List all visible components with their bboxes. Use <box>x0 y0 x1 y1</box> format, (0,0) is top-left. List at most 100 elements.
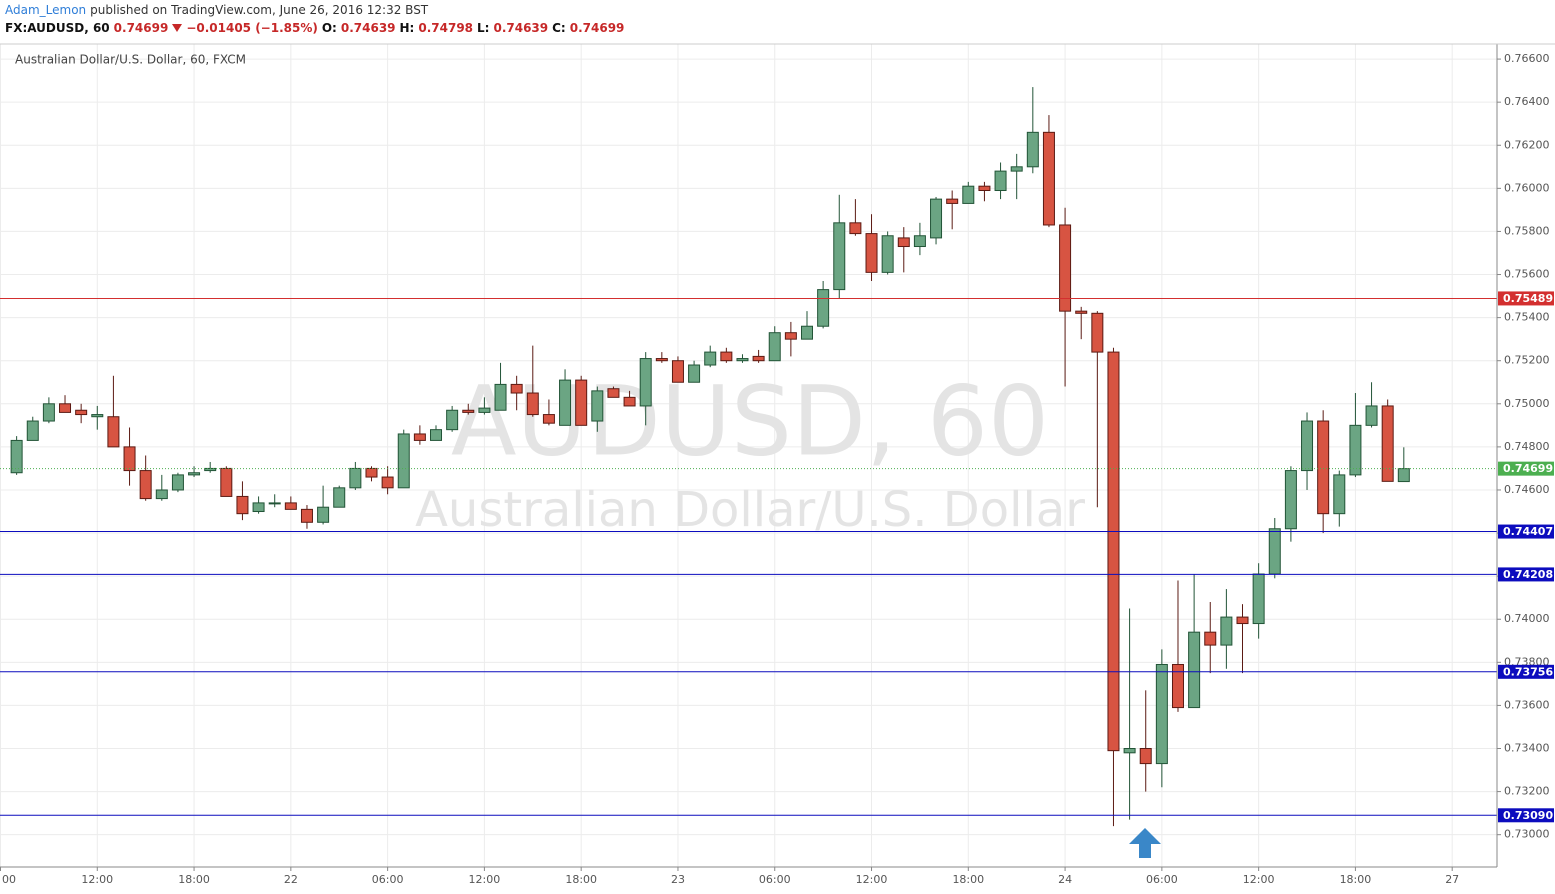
candle-body <box>1204 631 1217 646</box>
candle-body <box>155 489 168 500</box>
watermark-name: Australian Dollar/U.S. Dollar <box>415 482 1085 538</box>
y-tick-label: 0.74600 <box>1504 483 1550 496</box>
candle-body <box>26 420 39 441</box>
last-price-bg <box>1498 461 1554 476</box>
y-tick-label: 0.75600 <box>1504 268 1550 281</box>
level-label: 0.74407 <box>1503 525 1553 538</box>
candle-body <box>1381 405 1394 482</box>
candle-body <box>1397 468 1410 483</box>
candle-body <box>688 364 701 383</box>
candle-body <box>978 185 991 192</box>
candle-body <box>833 222 846 291</box>
plot-area <box>0 44 1497 867</box>
candle-body <box>1139 748 1152 765</box>
candle-body <box>446 409 459 431</box>
level-label-bg <box>1498 808 1554 823</box>
arrow-icon <box>1129 828 1161 858</box>
candle-body <box>655 358 668 362</box>
x-tick-label: 06:00 <box>372 873 404 886</box>
candle-body <box>381 476 394 489</box>
published: published on TradingView.com, June 26, 2… <box>90 3 429 17</box>
candle-body <box>542 414 555 424</box>
candle-body <box>430 429 443 441</box>
open: 0.74639 <box>340 21 396 35</box>
candle-body <box>1188 631 1201 709</box>
candle-body <box>333 487 346 508</box>
y-tick-label: 0.76600 <box>1504 52 1550 65</box>
candle-body <box>607 388 620 398</box>
candle-body <box>768 332 781 362</box>
candle-body <box>784 332 797 340</box>
candle-body <box>365 467 378 478</box>
candle-body <box>1171 663 1184 709</box>
x-tick-label: 23 <box>671 873 685 886</box>
x-tick-label: 00 <box>2 873 16 886</box>
candle-body <box>1220 616 1233 646</box>
candle-body <box>801 325 813 340</box>
candle-body <box>1252 573 1265 625</box>
candle-body <box>59 403 72 413</box>
candle-body <box>897 237 910 248</box>
candle-body <box>107 416 120 448</box>
c-label: C: <box>552 21 566 35</box>
candle-body <box>671 360 684 383</box>
candle-body <box>913 235 926 248</box>
chart-title: Australian Dollar/U.S. Dollar, 60, FXCM <box>15 53 246 67</box>
quote-line: FX:AUDUSD, 60 0.74699 −0.01405 (−1.85%) … <box>5 21 624 35</box>
candle-body <box>849 222 862 235</box>
y-tick-label: 0.73200 <box>1504 785 1550 798</box>
candle-body <box>1091 312 1104 353</box>
candle-body <box>236 495 249 515</box>
candle-body <box>1333 474 1346 515</box>
candle-body <box>930 198 943 239</box>
candle-body <box>1365 405 1378 426</box>
candle-body <box>1349 424 1362 476</box>
candle-body <box>252 502 265 513</box>
candle-body <box>91 414 104 418</box>
candle-body <box>881 235 894 273</box>
level-label-bg <box>1498 664 1554 679</box>
candle-body <box>1268 528 1281 575</box>
candle-body <box>397 433 410 489</box>
candle-body <box>284 502 297 510</box>
level-label-bg <box>1498 524 1554 539</box>
l-label: L: <box>477 21 490 35</box>
last-price-label: 0.74699 <box>1503 462 1553 475</box>
close: 0.74699 <box>569 21 625 35</box>
candle-body <box>317 506 330 523</box>
x-tick-label: 06:00 <box>759 873 791 886</box>
symbol: FX:AUDUSD, 60 <box>5 21 110 35</box>
change: −0.01405 (−1.85%) <box>186 21 318 35</box>
x-tick-label: 18:00 <box>178 873 210 886</box>
candle-body <box>349 467 362 489</box>
level-label: 0.75489 <box>1503 292 1553 305</box>
x-tick-label: 12:00 <box>81 873 113 886</box>
y-tick-label: 0.73000 <box>1504 828 1550 841</box>
x-tick-label: 22 <box>284 873 298 886</box>
y-tick-label: 0.75000 <box>1504 397 1550 410</box>
candle-body <box>752 355 765 362</box>
x-tick-label: 12:00 <box>469 873 501 886</box>
y-tick-label: 0.76000 <box>1504 181 1550 194</box>
candle-body <box>946 198 959 204</box>
y-tick-label: 0.75200 <box>1504 354 1550 367</box>
candle-body <box>704 351 717 366</box>
candle-body <box>220 467 233 497</box>
candle-body <box>736 358 749 362</box>
x-tick-label: 18:00 <box>565 873 597 886</box>
candle-body <box>462 409 475 413</box>
x-tick-label: 18:00 <box>952 873 984 886</box>
x-tick-label: 12:00 <box>856 873 888 886</box>
y-tick-label: 0.76400 <box>1504 95 1550 108</box>
candle-body <box>478 407 491 413</box>
candle-body <box>1010 166 1023 172</box>
candle-body <box>1075 310 1088 314</box>
candle-body <box>123 446 136 472</box>
candle-body <box>1123 748 1136 754</box>
candle-body <box>188 472 201 476</box>
h-label: H: <box>399 21 415 35</box>
candle-body <box>994 170 1007 192</box>
candle-body <box>300 508 313 523</box>
x-tick-label: 27 <box>1445 873 1459 886</box>
